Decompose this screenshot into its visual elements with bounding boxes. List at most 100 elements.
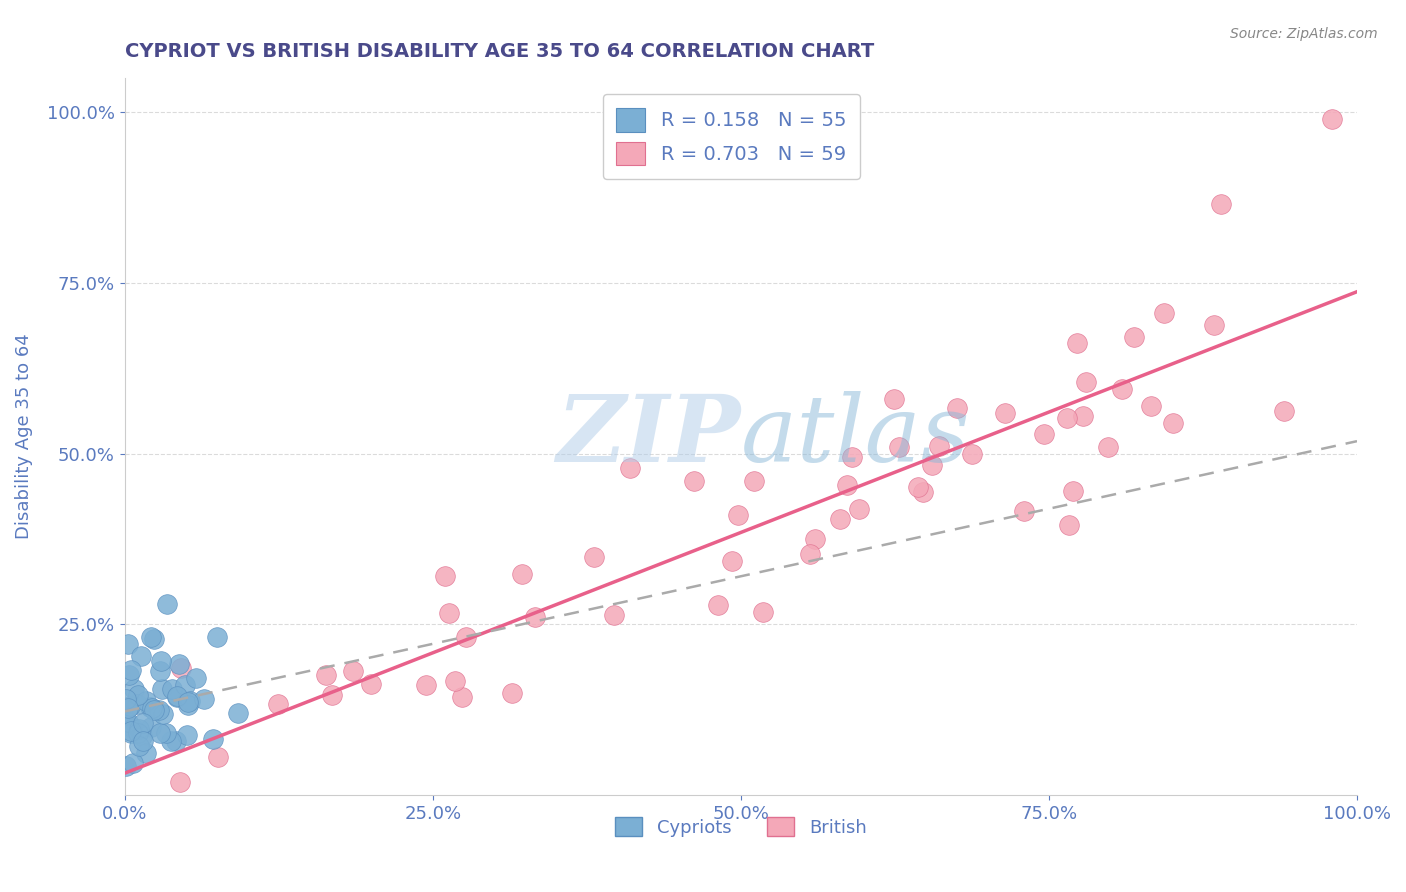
Point xyxy=(156,597,179,611)
Point xyxy=(342,664,364,678)
Point xyxy=(707,599,730,613)
Point xyxy=(174,678,197,692)
Point xyxy=(1012,504,1035,518)
Point xyxy=(142,703,165,717)
Point xyxy=(226,706,249,721)
Point xyxy=(1161,416,1184,430)
Point xyxy=(205,630,228,644)
Point xyxy=(1033,427,1056,442)
Point xyxy=(170,661,193,675)
Point xyxy=(889,440,911,454)
Point xyxy=(720,553,742,567)
Point xyxy=(166,689,188,703)
Point xyxy=(193,692,215,706)
Point xyxy=(1057,517,1080,532)
Point xyxy=(267,698,290,712)
Point xyxy=(167,657,190,672)
Point xyxy=(117,701,139,715)
Point xyxy=(186,671,208,685)
Point xyxy=(907,479,929,493)
Point xyxy=(1123,330,1146,344)
Point xyxy=(139,699,162,714)
Point xyxy=(804,533,827,547)
Point xyxy=(121,756,143,770)
Point xyxy=(160,681,183,696)
Point xyxy=(129,648,152,663)
Point xyxy=(128,722,150,736)
Point xyxy=(510,567,533,582)
Point xyxy=(1153,306,1175,320)
Point xyxy=(883,392,905,406)
Point xyxy=(155,725,177,739)
Point xyxy=(115,692,138,706)
Point xyxy=(127,688,149,702)
Point xyxy=(841,450,863,464)
Point xyxy=(131,733,153,747)
Point xyxy=(1272,404,1295,418)
Y-axis label: Disability Age 35 to 64: Disability Age 35 to 64 xyxy=(15,334,32,540)
Text: Source: ZipAtlas.com: Source: ZipAtlas.com xyxy=(1230,27,1378,41)
Point xyxy=(962,447,984,461)
Point xyxy=(202,731,225,746)
Point xyxy=(166,690,188,705)
Point xyxy=(207,749,229,764)
Point xyxy=(121,721,143,735)
Point xyxy=(799,547,821,561)
Text: ZIP: ZIP xyxy=(557,392,741,482)
Point xyxy=(128,739,150,754)
Point xyxy=(619,461,641,475)
Point xyxy=(176,728,198,742)
Point xyxy=(321,688,343,702)
Point xyxy=(682,474,704,488)
Point xyxy=(1322,112,1344,126)
Point xyxy=(127,697,149,711)
Point xyxy=(169,774,191,789)
Point xyxy=(177,695,200,709)
Point xyxy=(1111,382,1133,396)
Point xyxy=(1071,409,1094,423)
Point xyxy=(837,478,859,492)
Point xyxy=(315,668,337,682)
Point xyxy=(142,632,165,646)
Point xyxy=(122,681,145,696)
Point xyxy=(415,678,437,692)
Point xyxy=(120,663,142,677)
Point xyxy=(583,550,606,565)
Point xyxy=(141,630,163,644)
Point xyxy=(1140,399,1163,413)
Point xyxy=(131,729,153,743)
Point xyxy=(152,706,174,721)
Point xyxy=(117,715,139,730)
Point xyxy=(1062,483,1084,498)
Point xyxy=(928,439,950,453)
Point xyxy=(1097,440,1119,454)
Legend: Cypriots, British: Cypriots, British xyxy=(607,810,873,844)
Point xyxy=(120,726,142,740)
Point xyxy=(433,569,456,583)
Point xyxy=(115,759,138,773)
Point xyxy=(1056,410,1078,425)
Point xyxy=(946,401,969,416)
Point xyxy=(149,725,172,739)
Point xyxy=(1066,335,1088,350)
Point xyxy=(454,630,477,644)
Point xyxy=(848,502,870,516)
Point xyxy=(117,637,139,651)
Point xyxy=(603,607,626,622)
Text: CYPRIOT VS BRITISH DISABILITY AGE 35 TO 64 CORRELATION CHART: CYPRIOT VS BRITISH DISABILITY AGE 35 TO … xyxy=(125,42,875,61)
Point xyxy=(437,606,460,620)
Point xyxy=(727,508,749,523)
Point xyxy=(444,673,467,688)
Point xyxy=(752,606,775,620)
Point xyxy=(360,677,382,691)
Point xyxy=(1211,197,1233,211)
Point xyxy=(150,654,173,668)
Point xyxy=(830,512,852,526)
Point xyxy=(994,406,1017,420)
Point xyxy=(165,733,187,747)
Point xyxy=(1202,318,1225,332)
Point xyxy=(149,665,172,679)
Point xyxy=(135,746,157,760)
Text: atlas: atlas xyxy=(741,392,970,482)
Point xyxy=(179,694,201,708)
